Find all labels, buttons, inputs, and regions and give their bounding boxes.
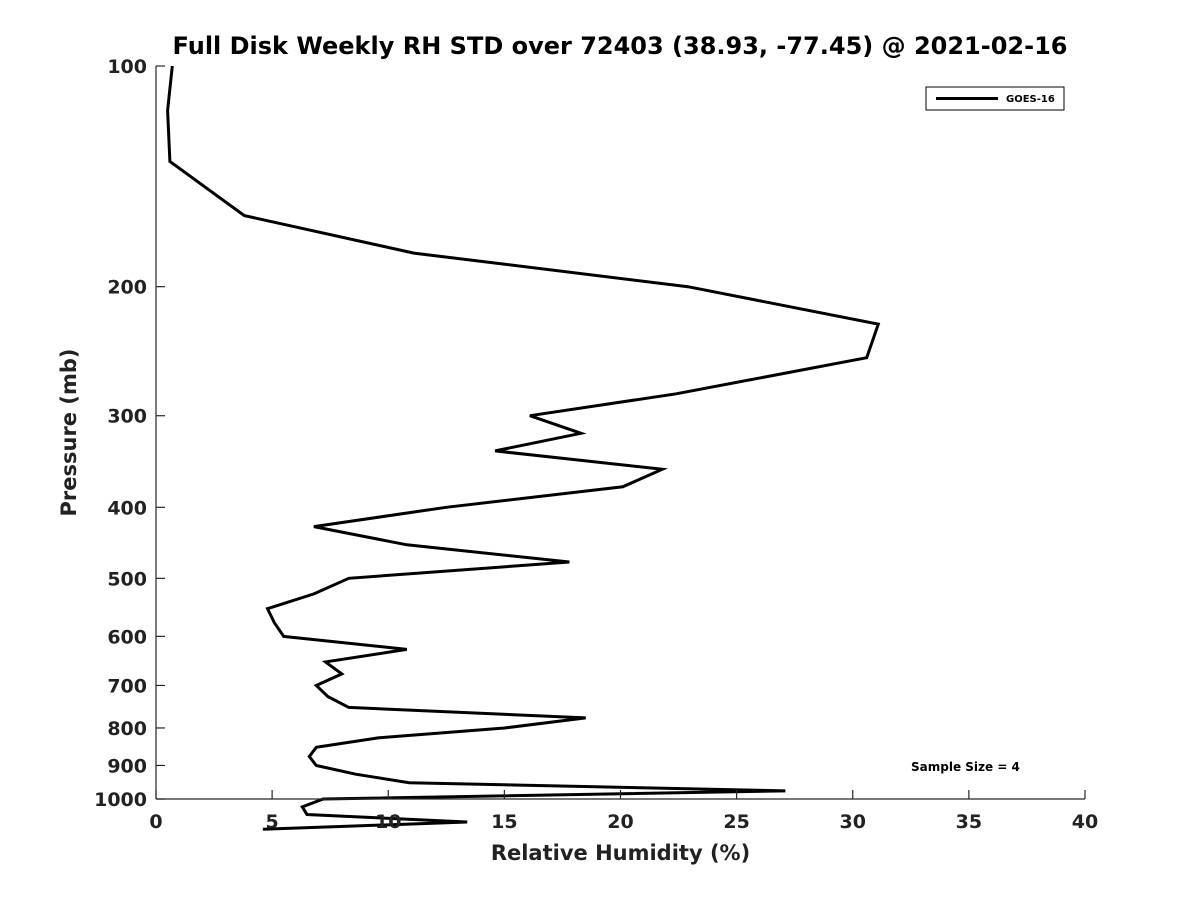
sample-size-note: Sample Size = 4 [911,760,1020,774]
x-tick-label: 0 [149,811,162,833]
x-tick-label: 15 [491,811,517,833]
y-tick-label: 1000 [94,789,147,811]
x-tick-label: 10 [375,811,401,833]
series-line-goes-16 [166,65,881,831]
x-tick-label: 20 [607,811,633,833]
y-tick-label: 200 [107,277,147,299]
x-tick-label: 40 [1072,811,1098,833]
y-tick-label: 400 [107,497,147,519]
y-tick-label: 300 [107,406,147,428]
y-tick-label: 500 [107,568,147,590]
y-tick-label: 800 [107,718,147,740]
y-tick-label: 900 [107,755,147,777]
x-axis-label: Relative Humidity (%) [491,841,750,865]
legend-label-goes-16: GOES-16 [1006,94,1055,105]
x-tick-label: 25 [723,811,749,833]
x-tick-label: 35 [956,811,982,833]
x-axis: 0 5 10 15 20 25 30 35 40 [149,790,1098,833]
y-tick-label: 100 [107,56,147,78]
x-tick-label: 30 [840,811,866,833]
y-tick-label: 600 [107,626,147,648]
y-axis-label: Pressure (mb) [57,349,81,517]
chart-title: Full Disk Weekly RH STD over 72403 (38.9… [173,32,1068,60]
y-axis: 100 200 300 400 500 600 700 800 900 1000 [94,56,165,811]
y-tick-label: 700 [107,675,147,697]
legend: GOES-16 [925,86,1065,111]
x-tick-label: 5 [266,811,279,833]
plot-area: 0 5 10 15 20 25 30 35 40 100 200 300 400 500 600 700 80… [94,56,1098,833]
